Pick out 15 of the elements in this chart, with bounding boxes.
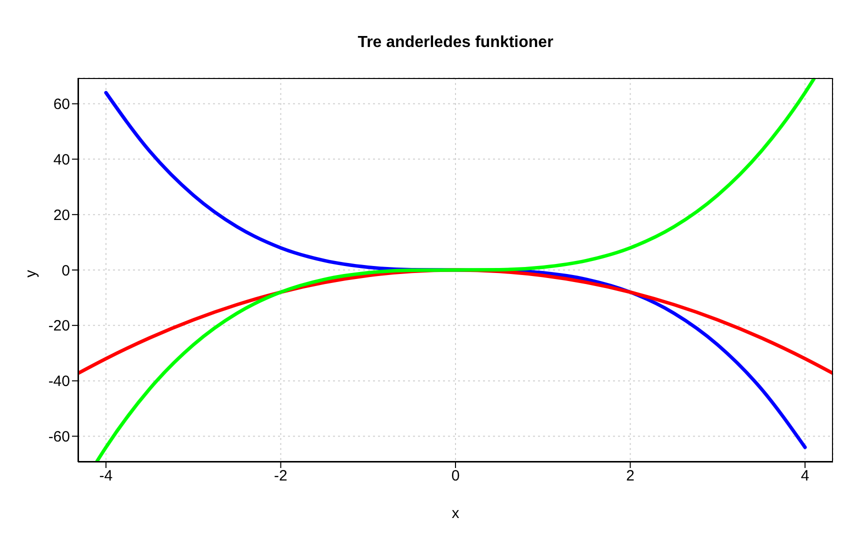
chart-title: Tre anderledes funktioner — [356, 34, 554, 52]
x-tick-label: -2 — [274, 468, 288, 485]
y-tick-label: 20 — [53, 206, 70, 224]
y-tick-label: -40 — [48, 373, 70, 390]
x-tick-label: 2 — [626, 468, 634, 485]
y-axis-title: y — [22, 270, 40, 278]
y-tick-label: 60 — [53, 96, 70, 114]
y-tick-label: 40 — [53, 152, 70, 168]
x-axis-title: x — [452, 505, 460, 522]
x-tick-label: 4 — [800, 468, 810, 485]
x-tick-label: -4 — [99, 468, 113, 485]
x-tick-label: 0 — [451, 468, 460, 485]
y-tick-label: -20 — [48, 318, 70, 335]
y-tick-label: -60 — [48, 428, 70, 446]
y-tick-label: 0 — [62, 262, 70, 280]
